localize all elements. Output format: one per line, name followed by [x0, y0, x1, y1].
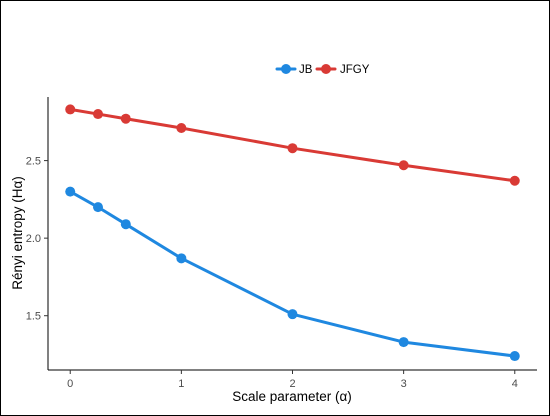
series-jfgy [65, 104, 520, 186]
legend-item-jb: JB [275, 64, 313, 76]
y-tick-label: 1.5 [26, 311, 41, 323]
data-point-jb [93, 202, 104, 213]
legend-marker-jb [281, 64, 291, 74]
y-axis-ticks: 1.5 2.0 2.5 [26, 156, 48, 323]
data-point-jb [176, 253, 187, 264]
data-point-jb [287, 309, 298, 320]
legend-label-jfgy: JFGY [340, 64, 370, 76]
x-axis-ticks: 0 1 2 3 4 [67, 370, 518, 390]
series-line-jb [68, 190, 517, 358]
x-tick-label: 4 [512, 378, 518, 390]
data-point-jfgy [65, 104, 76, 115]
data-point-jfgy [287, 143, 298, 154]
data-point-jb [509, 351, 520, 362]
data-point-jfgy [176, 123, 187, 134]
x-tick-label: 1 [178, 378, 184, 390]
legend: JB JFGY [275, 64, 370, 76]
data-point-jb [120, 219, 131, 230]
x-tick-label: 2 [289, 378, 295, 390]
x-axis-title: Scale parameter (α) [232, 389, 352, 404]
x-tick-label: 3 [401, 378, 407, 390]
y-tick-label: 2.5 [26, 156, 41, 168]
legend-marker-jfgy [321, 64, 331, 74]
data-point-jfgy [120, 113, 131, 124]
y-tick-label: 2.0 [26, 233, 41, 245]
data-point-jfgy [398, 160, 409, 171]
data-point-jfgy [93, 109, 104, 120]
series-jb [65, 186, 520, 362]
legend-label-jb: JB [299, 64, 313, 76]
x-tick-label: 0 [67, 378, 73, 390]
series-layer [65, 104, 520, 362]
data-point-jb [65, 186, 76, 197]
y-axis-title: Rényi entropy (Hα) [10, 176, 25, 290]
legend-item-jfgy: JFGY [315, 64, 370, 76]
data-point-jb [398, 337, 409, 348]
data-point-jfgy [509, 175, 520, 186]
